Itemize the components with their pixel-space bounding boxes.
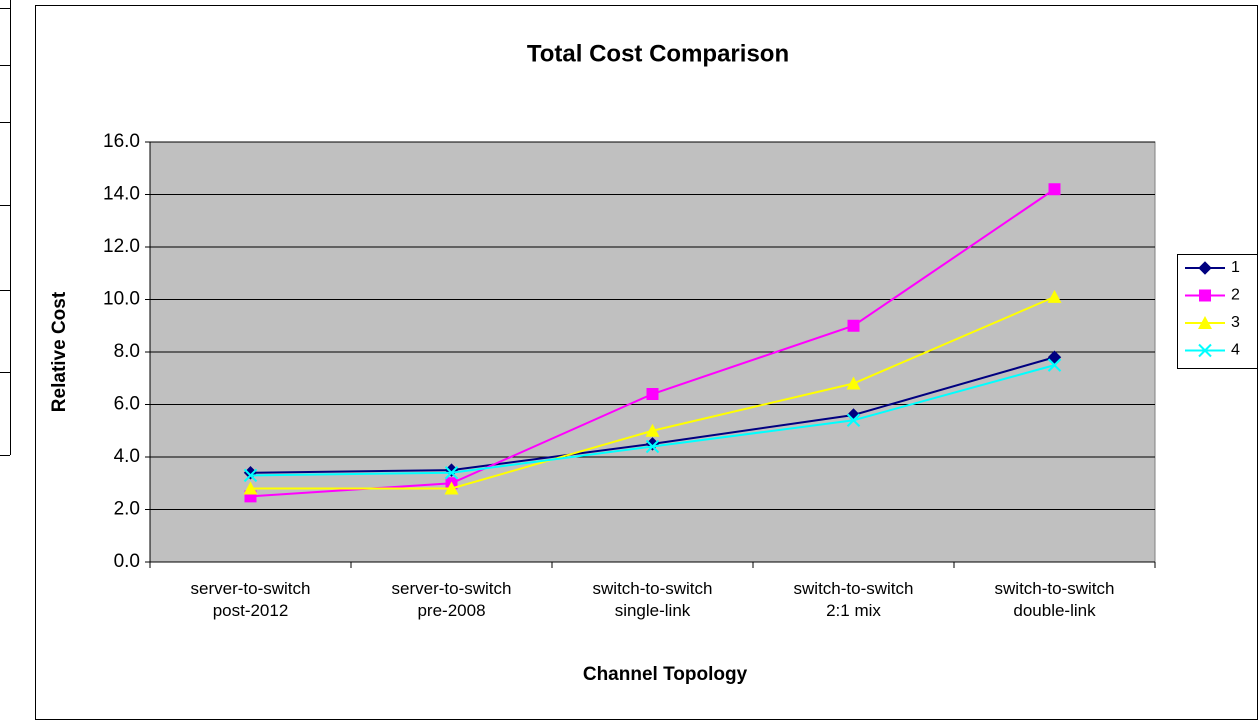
data-point: [1047, 358, 1062, 372]
y-tick-label: 14.0: [103, 184, 140, 205]
x-axis-title: Channel Topology: [583, 664, 748, 685]
y-tick-label: 16.0: [103, 131, 140, 152]
y-tick-label: 6.0: [114, 394, 140, 415]
data-point: [645, 423, 660, 437]
x-tick-label: switch-to-switch single-link: [592, 579, 713, 620]
x-tick-label: server-to-switch pre-2008: [391, 579, 512, 620]
y-tick-label: 4.0: [114, 446, 140, 467]
chart-title: Total Cost Comparison: [527, 40, 789, 67]
legend-marker: [1198, 261, 1212, 275]
x-tick-label: switch-to-switch double-link: [994, 579, 1115, 620]
legend-label: 3: [1231, 314, 1240, 331]
legend-label: 4: [1231, 342, 1240, 359]
legend-marker: [1198, 343, 1212, 358]
data-point: [1047, 350, 1062, 364]
y-axis-title: Relative Cost: [49, 291, 70, 412]
data-point: [846, 413, 861, 427]
data-point: [243, 468, 258, 483]
data-point: [1048, 183, 1061, 196]
data-point: [847, 319, 860, 332]
sheet-lines: [0, 0, 11, 456]
data-point: [243, 481, 258, 495]
legend-marker: [1198, 316, 1212, 329]
data-point: [645, 439, 660, 454]
y-tick-label: 12.0: [103, 236, 140, 257]
x-tick-label: server-to-switch post-2012: [190, 579, 311, 620]
data-point: [444, 481, 459, 495]
y-tick-label: 8.0: [114, 341, 140, 362]
data-point: [846, 376, 861, 390]
data-point: [444, 466, 459, 480]
y-tick-label: 10.0: [103, 289, 140, 310]
x-tick-label: switch-to-switch 2:1 mix: [793, 579, 914, 620]
legend-label: 1: [1231, 259, 1240, 276]
legend-marker: [1199, 289, 1211, 302]
data-point: [1047, 289, 1062, 303]
y-tick-label: 0.0: [114, 551, 140, 572]
y-tick-label: 2.0: [114, 499, 140, 520]
legend-label: 2: [1231, 287, 1240, 304]
data-point: [646, 388, 659, 400]
